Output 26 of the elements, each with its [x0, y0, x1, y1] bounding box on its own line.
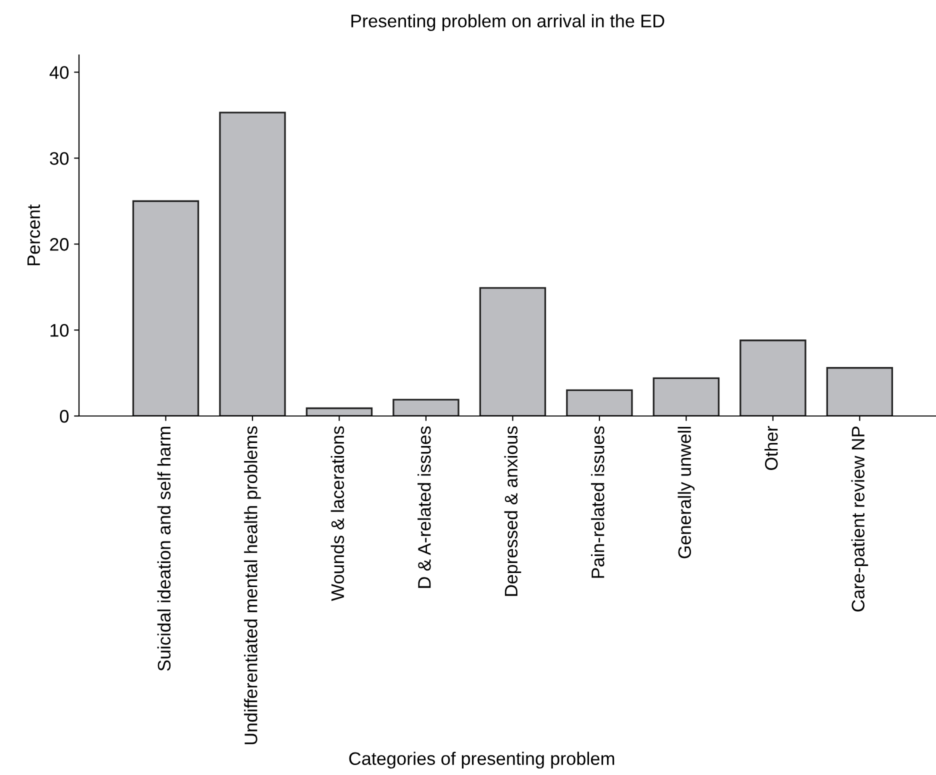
x-tick-label: Care-patient review NP — [851, 426, 868, 612]
x-tick-label: Generally unwell — [678, 426, 695, 558]
x-tick-label: Suicidal ideation and self harm — [157, 426, 171, 671]
y-axis-title: Percent — [27, 204, 40, 266]
bar — [826, 367, 894, 416]
bar — [306, 407, 373, 416]
x-axis-title: Categories of presenting problem — [349, 752, 614, 769]
y-tick-label: 0 — [60, 410, 69, 423]
x-tick-label: Pain-related issues — [591, 426, 604, 578]
bar — [392, 398, 460, 416]
bar — [479, 287, 546, 416]
chart-title: Presenting problem on arrival in the ED — [351, 14, 664, 31]
bar — [132, 200, 200, 416]
bar — [219, 112, 286, 416]
x-tick-label: Undifferentiated mental health problems — [244, 426, 261, 744]
bar — [740, 340, 806, 416]
y-tick-label: 30 — [50, 152, 69, 165]
y-tick-label: 40 — [50, 66, 69, 79]
x-tick-label: D & A-related issues — [418, 426, 431, 588]
x-tick-label: Depressed & anxious — [504, 426, 522, 596]
y-tick-label: 10 — [50, 324, 69, 337]
bar — [566, 389, 633, 416]
x-tick-label: Other — [764, 426, 778, 470]
x-tick-label: Wounds & lacerations — [330, 426, 344, 601]
bar — [652, 377, 720, 416]
y-tick-label: 20 — [50, 238, 69, 251]
